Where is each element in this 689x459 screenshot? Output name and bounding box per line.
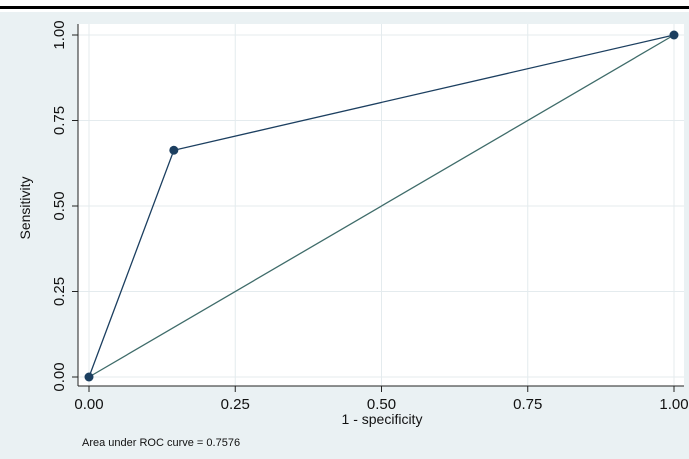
x-tick-label: 0.25 [221, 396, 250, 413]
y-tick-label: 0.25 [51, 277, 68, 306]
x-tick-label: 0.00 [74, 396, 103, 413]
x-tick-label: 0.75 [513, 396, 542, 413]
roc-point-marker [169, 145, 179, 155]
x-tick-label: 1.00 [659, 396, 688, 413]
roc-point-marker [84, 372, 94, 382]
axes: 0.00 0.25 0.50 0.75 1.00 0.00 0.25 0.50 0.75 1.00 [51, 20, 689, 413]
top-rule [0, 6, 689, 9]
reference-line [88, 34, 675, 378]
y-tick-label: 0.00 [51, 362, 68, 391]
y-tick-label: 0.75 [51, 106, 68, 135]
series-layer [84, 30, 679, 382]
y-axis-title: Sensitivity [17, 176, 33, 239]
x-axis-title: 1 - specificity [342, 411, 423, 427]
x-tick-label: 0.50 [367, 396, 396, 413]
y-tick-label: 0.50 [51, 191, 68, 220]
auc-annotation: Area under ROC curve = 0.7576 [82, 437, 240, 449]
roc-point-marker [669, 30, 679, 40]
y-tick-label: 1.00 [51, 20, 68, 49]
